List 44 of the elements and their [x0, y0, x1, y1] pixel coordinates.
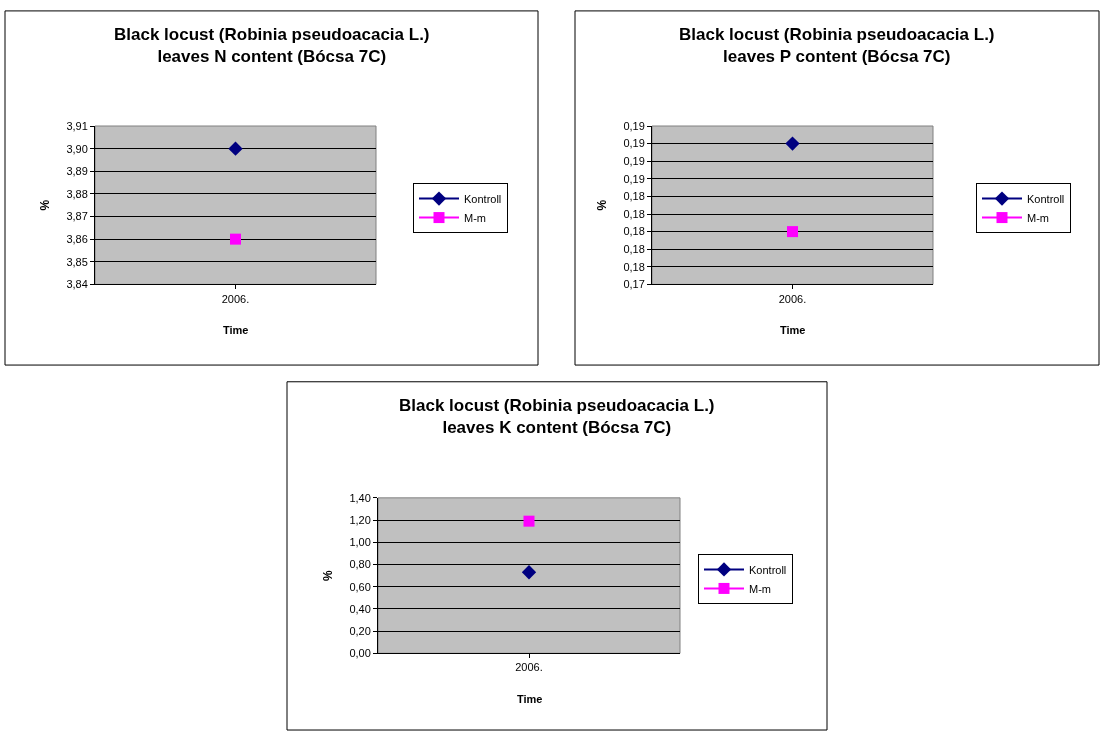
y-tick-label: 0,18: [623, 260, 645, 273]
y-tick-label: 0,18: [623, 207, 645, 220]
y-tick-label: 0,18: [623, 243, 645, 256]
y-tick-label: 0,19: [623, 172, 645, 185]
y-tick-label: 0,19: [623, 119, 645, 132]
legend-label: M-m: [749, 582, 771, 595]
y-tick-label: 3,84: [66, 278, 88, 291]
y-tick-label: 0,18: [623, 225, 645, 238]
y-tick-label: 0,60: [349, 580, 371, 593]
y-tick-label: 3,91: [66, 119, 88, 132]
chart-title: Black locust (Robinia pseudoacacia L.) leaves N content (Bócsa 7C): [114, 25, 430, 67]
y-tick-label: 0,40: [349, 602, 371, 615]
y-tick-label: 0,18: [623, 190, 645, 203]
y-tick-label: 0,00: [349, 647, 371, 660]
y-axis-title: %: [37, 199, 52, 211]
y-tick-label: 1,00: [349, 536, 371, 549]
y-tick-label: 3,85: [66, 255, 88, 268]
x-axis-title: Time: [780, 324, 806, 336]
legend-label: Kontroll: [1027, 192, 1065, 205]
y-tick-label: 0,19: [623, 137, 645, 150]
legend-label: M-m: [464, 211, 486, 224]
x-tick-label: 2006.: [515, 661, 543, 674]
y-axis-title: %: [594, 199, 609, 211]
x-tick-label: 2006.: [778, 292, 807, 305]
chart-title: Black locust (Robinia pseudoacacia L.) leaves P content (Bócsa 7C): [679, 25, 995, 67]
legend-label: Kontroll: [464, 192, 502, 205]
y-tick-label: 3,90: [66, 142, 88, 155]
y-tick-label: 1,40: [349, 491, 371, 504]
y-tick-label: 3,88: [66, 187, 88, 200]
x-tick-label: 2006.: [221, 292, 250, 305]
x-axis-title: Time: [223, 324, 249, 336]
y-axis-title: %: [320, 569, 335, 581]
y-tick-label: 0,80: [349, 558, 371, 571]
y-tick-label: 0,17: [623, 278, 645, 291]
y-tick-label: 3,87: [66, 210, 88, 223]
chart-title: Black locust (Robinia pseudoacacia L.) leaves K content (Bócsa 7C): [399, 396, 715, 438]
y-tick-label: 0,19: [623, 155, 645, 168]
legend-label: Kontroll: [749, 563, 787, 576]
y-tick-label: 3,86: [66, 232, 88, 245]
legend-label: M-m: [1027, 211, 1049, 224]
y-tick-label: 3,89: [66, 165, 88, 178]
y-tick-label: 0,20: [349, 624, 371, 637]
y-tick-label: 1,20: [349, 513, 371, 526]
x-axis-title: Time: [517, 693, 543, 705]
